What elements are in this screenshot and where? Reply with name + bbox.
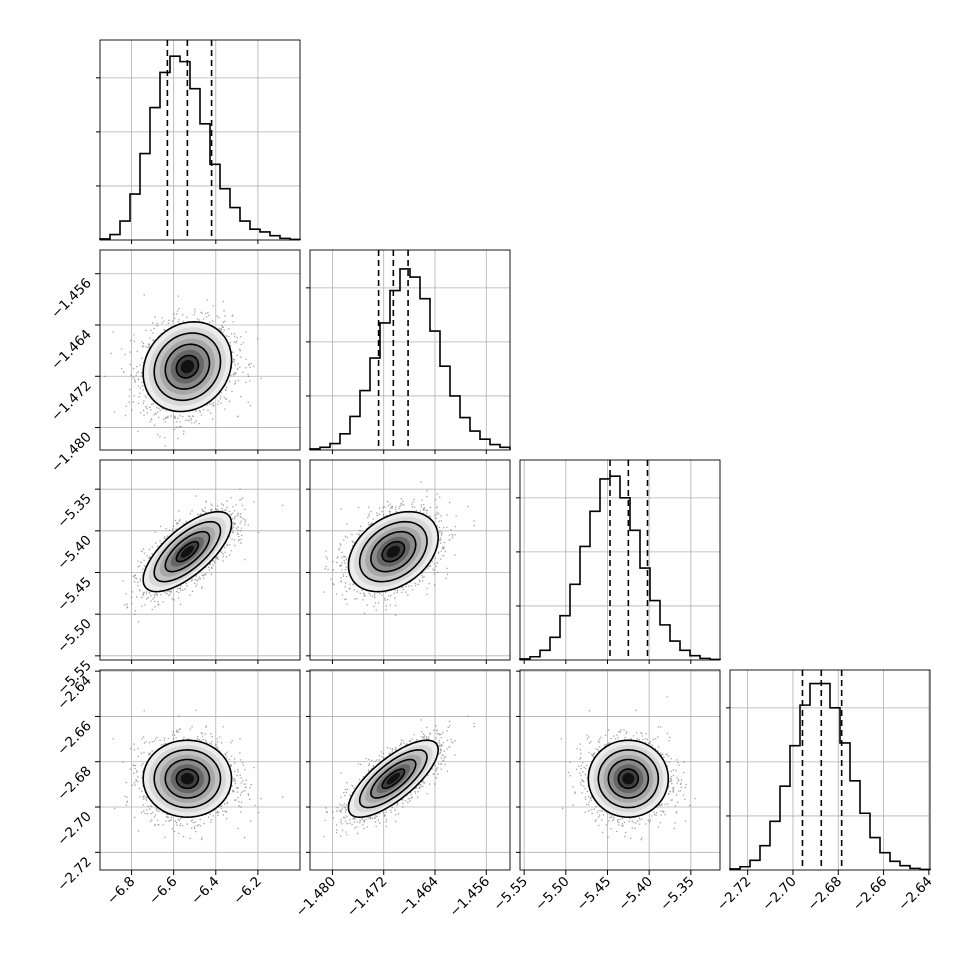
density-fill-level — [622, 772, 635, 785]
scatter-panel-p1-p4 — [99, 669, 301, 871]
hist-panel-p3 — [516, 459, 721, 661]
y-tick-label: −2.66 — [54, 718, 95, 759]
x-tick-label: −2.72 — [714, 874, 755, 915]
axes-frame — [309, 669, 511, 871]
y-tick-label: −2.72 — [54, 854, 95, 895]
histogram-p4 — [729, 682, 931, 871]
axes-frame — [99, 249, 301, 451]
hist-panel-p2 — [306, 249, 511, 451]
y-tick-label: −1.480 — [48, 429, 95, 476]
contour-line-3 — [142, 739, 233, 819]
density-fill-level — [180, 772, 194, 785]
y-axis-p3: −5.55−5.50−5.45−5.40−5.35 — [54, 488, 310, 698]
x-tick-label: −2.66 — [850, 874, 891, 915]
y-tick-label: −1.456 — [48, 275, 95, 322]
scatter-points — [112, 709, 284, 841]
hist-panel-p1 — [96, 39, 301, 241]
contour-line-3 — [347, 510, 440, 593]
contour-line-1 — [164, 758, 211, 799]
x-tick-label: −5.55 — [490, 874, 531, 915]
histogram-p3 — [519, 475, 721, 661]
scatter-points — [560, 696, 696, 841]
x-axis-p4: −2.72 −2.70 −2.68 −2.66 −2.64 — [714, 870, 936, 914]
panel-content — [560, 696, 696, 841]
contour-line-2 — [153, 520, 222, 583]
histogram-p2 — [309, 268, 511, 450]
axes-frame — [99, 39, 301, 241]
x-tick-label: −1.456 — [446, 874, 493, 921]
histogram-p1 — [99, 55, 301, 241]
x-tick-label: −5.40 — [615, 874, 656, 915]
contour-line-2 — [153, 332, 222, 402]
axes-frame — [519, 459, 721, 661]
contour-line-0 — [381, 768, 406, 790]
axes-frame — [99, 459, 301, 661]
y-tick-label: −2.68 — [54, 763, 95, 804]
panel-content — [323, 481, 475, 616]
axes-frame — [729, 669, 931, 871]
contour-line-2 — [358, 749, 428, 809]
axes-frame — [309, 249, 511, 451]
hist-panel-p4 — [726, 669, 931, 871]
contour-line-1 — [164, 343, 211, 390]
contour-line-0 — [617, 768, 640, 790]
x-tick-label: −2.68 — [805, 874, 846, 915]
y-tick-label: −2.70 — [54, 809, 95, 850]
scatter-panel-p2-p3 — [309, 459, 511, 661]
scatter-panel-p2-p4 — [309, 669, 511, 871]
x-tick-label: −5.50 — [532, 874, 573, 915]
contour-line-3 — [347, 739, 440, 819]
contour-line-0 — [175, 354, 200, 379]
x-tick-label: −2.70 — [759, 874, 800, 915]
density-fill-level — [180, 545, 194, 558]
x-tick-label: −6.8 — [104, 874, 138, 908]
y-tick-label: −5.45 — [54, 574, 95, 615]
x-tick-label: −1.480 — [293, 874, 340, 921]
contour-line-1 — [370, 530, 417, 573]
panel-content — [112, 709, 284, 841]
y-axis-p2: −1.480−1.472−1.464 −1.456 — [48, 273, 100, 476]
y-tick-label: −5.50 — [54, 616, 95, 657]
contour-line-2 — [597, 748, 660, 809]
y-tick-label: −5.40 — [54, 532, 95, 573]
y-tick-label: −1.464 — [48, 327, 95, 374]
axes-frame — [519, 669, 721, 871]
scatter-panel-p1-p3 — [99, 459, 301, 661]
contour-line-1 — [370, 758, 417, 799]
contour-line-2 — [153, 748, 222, 809]
x-tick-label: −1.464 — [395, 874, 442, 921]
y-tick-label: −5.35 — [54, 491, 95, 532]
scatter-points — [323, 481, 475, 616]
contour-line-0 — [175, 540, 200, 563]
scatter-points — [104, 294, 262, 447]
density-fill-level — [386, 545, 401, 558]
density-fill-level — [386, 772, 401, 785]
contour-line-3 — [142, 510, 233, 593]
x-tick-label: −1.472 — [344, 874, 391, 921]
contour-line-1 — [607, 758, 650, 799]
x-tick-label: −2.64 — [895, 874, 936, 915]
axes-frame — [99, 669, 301, 871]
panel-content — [323, 715, 475, 838]
x-tick-label: −6.6 — [146, 874, 180, 908]
x-tick-label: −6.2 — [230, 874, 264, 908]
x-tick-label: −5.45 — [574, 874, 615, 915]
contour-line-0 — [381, 540, 406, 563]
x-tick-label: −5.35 — [657, 874, 698, 915]
y-axis-p4: −2.72−2.70−2.68−2.66−2.64 — [54, 670, 520, 895]
contour-line-0 — [175, 768, 200, 790]
contour-line-1 — [164, 530, 211, 573]
x-tick-label: −6.4 — [188, 874, 222, 908]
axes-frame — [309, 459, 511, 661]
contour-line-2 — [358, 520, 428, 583]
scatter-panel-p1-p2 — [99, 249, 301, 451]
contour-line-3 — [142, 320, 233, 413]
contour-line-3 — [587, 739, 670, 819]
panel-content — [104, 294, 262, 447]
y-tick-label: −1.472 — [48, 378, 95, 425]
scatter-panel-p3-p4 — [519, 669, 721, 871]
panel-content — [122, 488, 284, 623]
density-fill-level — [180, 359, 194, 374]
